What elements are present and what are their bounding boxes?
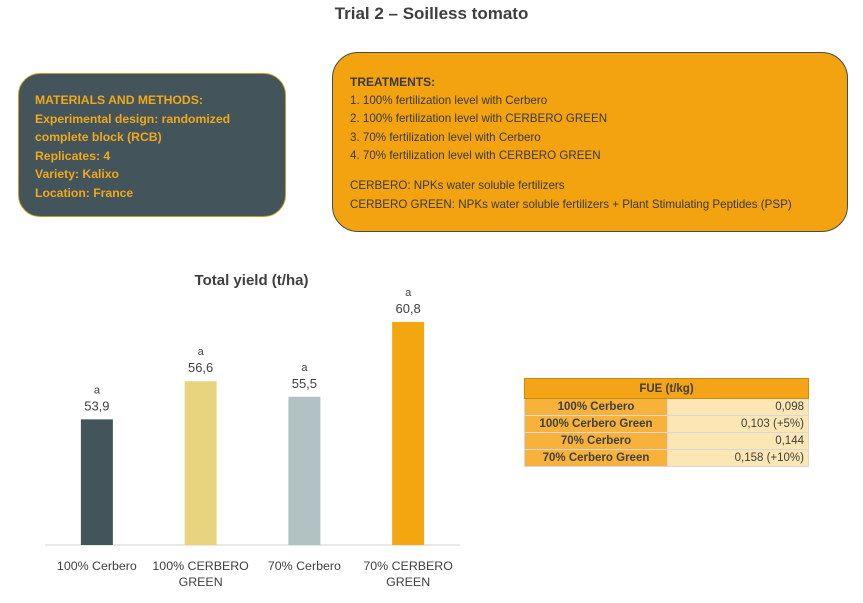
treatment-item: 2. 100% fertilization level with CERBERO… [350, 112, 608, 126]
category-label-1: 100% CERBERO GREEN [152, 559, 249, 589]
materials-variety: Variety: Kalixo [35, 167, 119, 182]
value-label-0: 53,9 [84, 398, 109, 413]
definition-cerbero: CERBERO: NPKs water soluble fertilizers [350, 178, 565, 192]
fue-header-row: FUE (t/kg) [524, 378, 809, 399]
bar-3 [392, 321, 425, 545]
table-row: 70% Cerbero Green 0,158 (+10%) [524, 449, 809, 467]
page-title: Trial 2 – Soilless tomato [334, 4, 529, 23]
materials-location: Location: France [35, 185, 134, 200]
category-label-2: 70% Cerbero [267, 559, 341, 573]
category-label-0: 100% Cerbero [56, 559, 137, 573]
materials-methods-box: MATERIALS AND METHODS: Experimental desi… [18, 73, 286, 217]
materials-design-line-2: complete block (RCB) [35, 130, 162, 145]
significance-letter-0: a [94, 384, 101, 396]
fue-row-label: 70% Cerbero [524, 432, 668, 450]
bar-2 [288, 396, 321, 545]
fue-table: FUE (t/kg) 100% Cerbero 0,098 100% Cerbe… [524, 378, 809, 467]
treatment-item: 4. 70% fertilization level with CERBERO … [350, 149, 601, 163]
treatment-item: 1. 100% fertilization level with Cerbero [350, 93, 548, 107]
fue-row-value: 0,098 [667, 398, 809, 416]
treatments-box: TREATMENTS: 1. 100% fertilization level … [332, 52, 848, 232]
significance-letter-1: a [198, 346, 205, 358]
fue-row-value: 0,158 (+10%) [667, 449, 809, 467]
fue-row-label: 100% Cerbero [524, 398, 668, 416]
materials-design-line: Experimental design: randomized [35, 111, 231, 126]
value-label-1: 56,6 [188, 360, 213, 375]
fue-row-label: 70% Cerbero Green [524, 449, 668, 467]
significance-letter-2: a [301, 362, 308, 374]
value-label-2: 55,5 [292, 376, 317, 391]
materials-heading: MATERIALS AND METHODS: [35, 93, 203, 107]
fue-row-value: 0,103 (+5%) [667, 415, 809, 433]
fue-header: FUE (t/kg) [524, 378, 809, 399]
treatment-item: 3. 70% fertilization level with Cerbero [350, 130, 541, 144]
significance-letter-3: a [405, 287, 412, 299]
fue-row-value: 0,144 [667, 432, 809, 450]
value-label-3: 60,8 [395, 301, 420, 316]
table-row: 100% Cerbero 0,098 [524, 398, 809, 416]
bar-0 [80, 419, 113, 545]
definition-cerbero-green: CERBERO GREEN: NPKs water soluble fertil… [350, 197, 792, 211]
treatments-heading: TREATMENTS: [350, 75, 436, 89]
materials-replicates: Replicates: 4 [35, 148, 111, 163]
fue-row-label: 100% Cerbero Green [524, 415, 668, 433]
table-row: 70% Cerbero 0,144 [524, 432, 809, 450]
category-label-3: 70% CERBERO GREEN [363, 559, 453, 589]
bar-1 [184, 381, 217, 545]
table-row: 100% Cerbero Green 0,103 (+5%) [524, 415, 809, 433]
chart-title: Total yield (t/ha) [194, 272, 309, 289]
